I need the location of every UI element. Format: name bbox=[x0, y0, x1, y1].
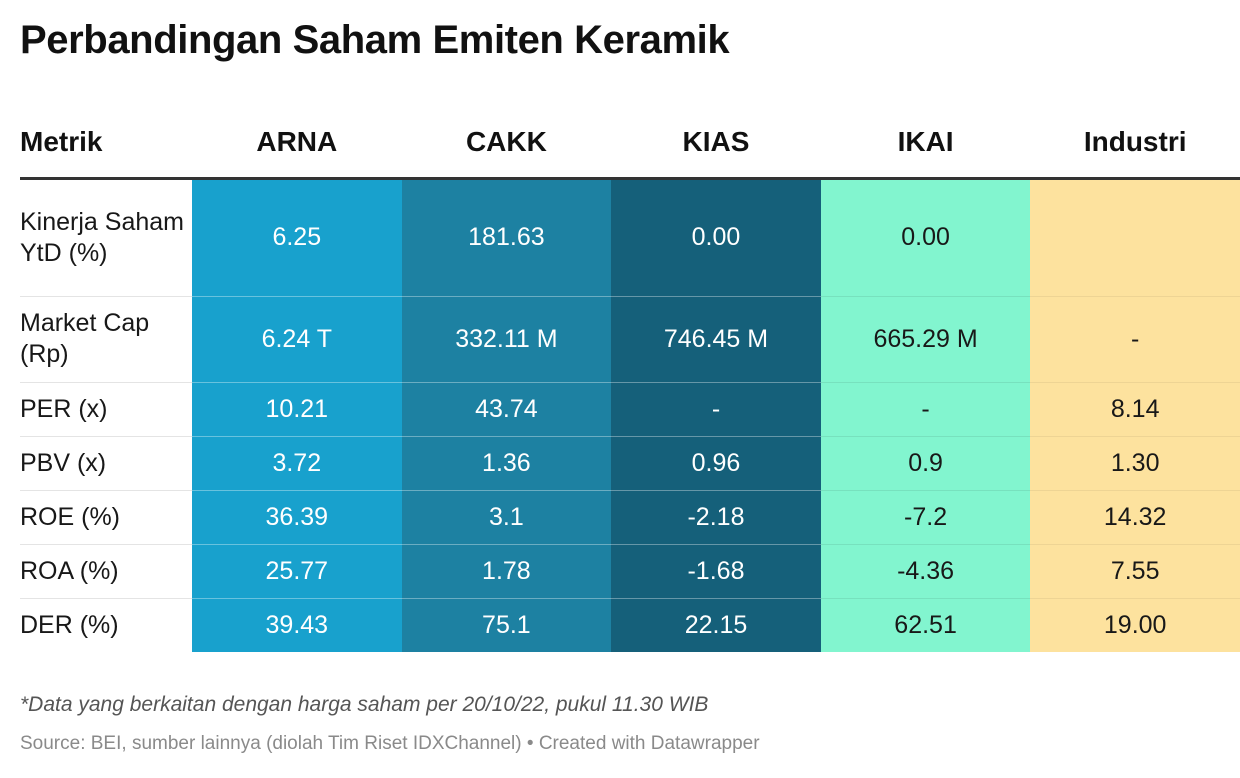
row-label: ROA (%) bbox=[20, 544, 192, 599]
column-header-cakk: CAKK bbox=[401, 108, 612, 180]
table-cell: -7.2 bbox=[820, 490, 1031, 545]
source-line: Source: BEI, sumber lainnya (diolah Tim … bbox=[20, 733, 760, 754]
table-cell: 8.14 bbox=[1030, 382, 1240, 437]
header-row: Metrik ARNA CAKK KIAS IKAI Industri bbox=[20, 108, 1240, 180]
table-cell: - bbox=[820, 382, 1031, 437]
table-row: Kinerja Saham YtD (%) 6.25 181.63 0.00 0… bbox=[20, 178, 1240, 297]
table-cell: 3.1 bbox=[401, 490, 612, 545]
table-cell: 0.00 bbox=[820, 178, 1031, 297]
table-cell bbox=[1030, 178, 1240, 297]
table-cell: -2.18 bbox=[611, 490, 821, 545]
row-label: ROE (%) bbox=[20, 490, 192, 545]
table-cell: 6.24 T bbox=[192, 296, 402, 383]
table-cell: 3.72 bbox=[192, 436, 402, 491]
table-cell: 75.1 bbox=[401, 598, 612, 652]
table-cell: - bbox=[611, 382, 821, 437]
table-cell: 1.78 bbox=[401, 544, 612, 599]
table-cell: 36.39 bbox=[192, 490, 402, 545]
column-header-ikai: IKAI bbox=[820, 108, 1031, 180]
table-cell: 39.43 bbox=[192, 598, 402, 652]
table-cell: 1.36 bbox=[401, 436, 612, 491]
row-label: PBV (x) bbox=[20, 436, 192, 491]
table-cell: 665.29 M bbox=[820, 296, 1031, 383]
column-header-arna: ARNA bbox=[192, 108, 402, 180]
row-label: PER (x) bbox=[20, 382, 192, 437]
row-label: Kinerja Saham YtD (%) bbox=[20, 178, 192, 297]
table-cell: 0.00 bbox=[611, 178, 821, 297]
table-cell: - bbox=[1030, 296, 1240, 383]
table-cell: 0.9 bbox=[820, 436, 1031, 491]
table-cell: 181.63 bbox=[401, 178, 612, 297]
table-cell: 14.32 bbox=[1030, 490, 1240, 545]
column-header-metrik: Metrik bbox=[20, 108, 192, 180]
table-cell: 7.55 bbox=[1030, 544, 1240, 599]
table-cell: 19.00 bbox=[1030, 598, 1240, 652]
table-row: PBV (x) 3.72 1.36 0.96 0.9 1.30 bbox=[20, 436, 1240, 491]
table-cell: -4.36 bbox=[820, 544, 1031, 599]
table-cell: 6.25 bbox=[192, 178, 402, 297]
table-row: DER (%) 39.43 75.1 22.15 62.51 19.00 bbox=[20, 598, 1240, 652]
table-row: PER (x) 10.21 43.74 - - 8.14 bbox=[20, 382, 1240, 437]
table-cell: 0.96 bbox=[611, 436, 821, 491]
table-cell: 43.74 bbox=[401, 382, 612, 437]
column-header-industri: Industri bbox=[1030, 108, 1240, 180]
table-cell: 22.15 bbox=[611, 598, 821, 652]
table-row: ROA (%) 25.77 1.78 -1.68 -4.36 7.55 bbox=[20, 544, 1240, 599]
chart-title: Perbandingan Saham Emiten Keramik bbox=[20, 18, 730, 62]
column-header-kias: KIAS bbox=[611, 108, 821, 180]
table-row: ROE (%) 36.39 3.1 -2.18 -7.2 14.32 bbox=[20, 490, 1240, 545]
table-cell: 10.21 bbox=[192, 382, 402, 437]
row-label: Market Cap (Rp) bbox=[20, 296, 192, 383]
footnote: *Data yang berkaitan dengan harga saham … bbox=[20, 693, 709, 716]
table-row: Market Cap (Rp) 6.24 T 332.11 M 746.45 M… bbox=[20, 296, 1240, 383]
table-cell: 746.45 M bbox=[611, 296, 821, 383]
row-label: DER (%) bbox=[20, 610, 119, 639]
comparison-table: Metrik ARNA CAKK KIAS IKAI Industri Kine… bbox=[20, 108, 1240, 652]
table-cell: 332.11 M bbox=[401, 296, 612, 383]
table-cell: 25.77 bbox=[192, 544, 402, 599]
table-cell: 62.51 bbox=[820, 598, 1031, 652]
table-cell: 1.30 bbox=[1030, 436, 1240, 491]
table-cell: -1.68 bbox=[611, 544, 821, 599]
